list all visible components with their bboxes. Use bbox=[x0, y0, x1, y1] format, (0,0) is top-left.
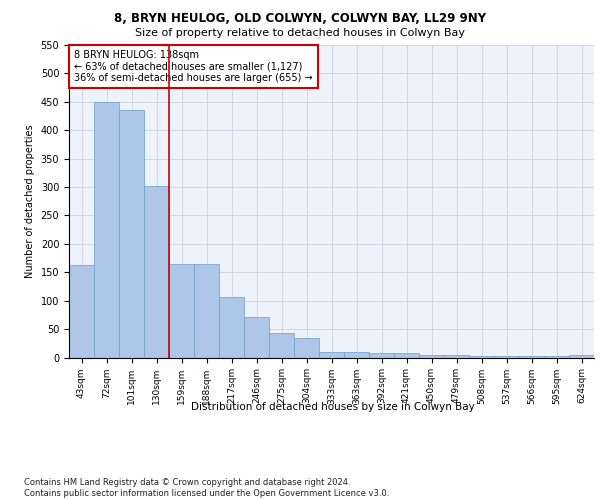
Bar bbox=[194, 264, 219, 358]
Text: Distribution of detached houses by size in Colwyn Bay: Distribution of detached houses by size … bbox=[191, 402, 475, 412]
Bar bbox=[569, 355, 594, 358]
Bar bbox=[69, 265, 94, 358]
Text: 8 BRYN HEULOG: 138sqm
← 63% of detached houses are smaller (1,127)
36% of semi-d: 8 BRYN HEULOG: 138sqm ← 63% of detached … bbox=[74, 50, 313, 83]
Text: Contains HM Land Registry data © Crown copyright and database right 2024.
Contai: Contains HM Land Registry data © Crown c… bbox=[24, 478, 389, 498]
Bar bbox=[219, 296, 244, 358]
Bar bbox=[519, 356, 544, 358]
Bar bbox=[144, 186, 169, 358]
Bar bbox=[119, 110, 144, 358]
Bar bbox=[394, 353, 419, 358]
Bar bbox=[244, 316, 269, 358]
Bar bbox=[94, 102, 119, 358]
Text: Size of property relative to detached houses in Colwyn Bay: Size of property relative to detached ho… bbox=[135, 28, 465, 38]
Bar bbox=[319, 352, 344, 358]
Bar bbox=[169, 264, 194, 358]
Bar bbox=[544, 356, 569, 358]
Bar bbox=[419, 354, 444, 358]
Bar bbox=[369, 353, 394, 358]
Bar bbox=[269, 332, 294, 357]
Text: 8, BRYN HEULOG, OLD COLWYN, COLWYN BAY, LL29 9NY: 8, BRYN HEULOG, OLD COLWYN, COLWYN BAY, … bbox=[114, 12, 486, 26]
Bar bbox=[469, 356, 494, 358]
Y-axis label: Number of detached properties: Number of detached properties bbox=[25, 124, 35, 278]
Bar bbox=[444, 354, 469, 358]
Bar bbox=[344, 352, 369, 358]
Bar bbox=[294, 338, 319, 357]
Bar bbox=[494, 356, 519, 358]
